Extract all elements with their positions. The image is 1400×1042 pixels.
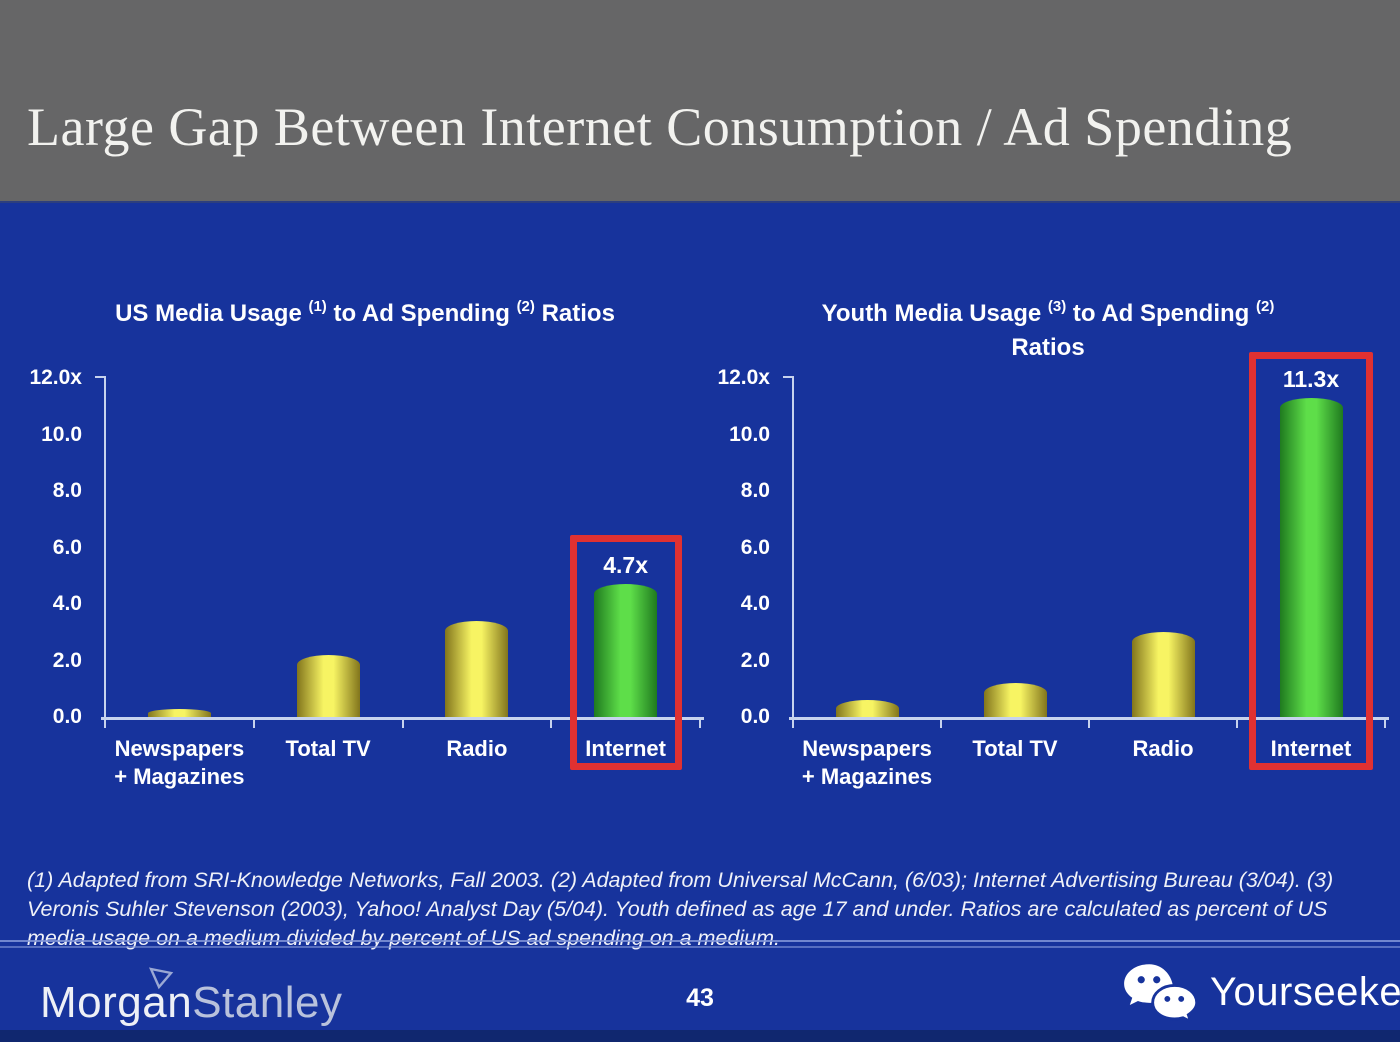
bar-newspapers-magazines bbox=[147, 708, 211, 717]
x-axis-tick bbox=[699, 720, 701, 728]
category-label-line: Newspapers bbox=[802, 736, 932, 761]
y-axis-label: 6.0 bbox=[52, 535, 82, 559]
bar-radio bbox=[1131, 632, 1195, 717]
title-superscript: (2) bbox=[1256, 298, 1275, 315]
y-axis-label: 12.0x bbox=[29, 366, 82, 389]
page-number: 43 bbox=[686, 984, 714, 1012]
bottom-strip bbox=[0, 1030, 1400, 1042]
y-axis-label: 2.0 bbox=[740, 648, 770, 672]
category-label-line: Radio bbox=[1132, 736, 1194, 761]
category-label-newspapers-magazines: Newspapers + Magazines bbox=[777, 735, 957, 791]
category-label-line: Total TV bbox=[972, 736, 1058, 761]
brand-badge: Yourseeker bbox=[1118, 960, 1400, 1024]
y-axis-label: 4.0 bbox=[740, 592, 770, 615]
bar-internet bbox=[1279, 397, 1343, 717]
category-label-line: Radio bbox=[446, 736, 508, 761]
footer-separator-bottom bbox=[0, 946, 1400, 948]
y-axis-label: 2.0 bbox=[52, 648, 82, 672]
y-axis-label: 10.0 bbox=[41, 422, 82, 446]
x-axis-tick bbox=[940, 720, 942, 728]
bar-radio bbox=[445, 620, 509, 717]
x-axis-line bbox=[789, 717, 1389, 720]
y-axis-label: 4.0 bbox=[52, 592, 82, 615]
y-axis-label: 10.0 bbox=[729, 422, 770, 446]
value-label: 4.7x bbox=[603, 552, 648, 579]
title-text: to Ad Spending bbox=[326, 300, 517, 327]
category-label-internet: Internet bbox=[1221, 735, 1400, 763]
x-axis-tick bbox=[550, 720, 553, 728]
x-axis-tick bbox=[1088, 720, 1090, 728]
category-label-newspapers-magazines: Newspapers + Magazines bbox=[89, 735, 269, 791]
title-text: to Ad Spending bbox=[1066, 300, 1256, 327]
bar-total-tv bbox=[983, 683, 1047, 717]
y-axis-label: 8.0 bbox=[740, 479, 770, 502]
category-label-line: + Magazines bbox=[801, 764, 933, 789]
category-label-radio: Radio bbox=[1073, 735, 1253, 763]
title-superscript: (2) bbox=[516, 298, 535, 315]
x-axis-tick bbox=[104, 720, 106, 728]
footer-separator-top bbox=[0, 940, 1400, 942]
category-label-total-tv: Total TV bbox=[238, 735, 418, 763]
title-text: Youth Media Usage bbox=[821, 300, 1048, 327]
title-superscript: (1) bbox=[308, 298, 327, 315]
x-axis-tick bbox=[1236, 720, 1238, 728]
logo-stanley-text: Stanley bbox=[192, 978, 343, 1027]
brand-name: Yourseeker bbox=[1210, 969, 1400, 1014]
x-axis-tick bbox=[792, 720, 794, 728]
highlight-box-internet bbox=[1249, 351, 1373, 770]
category-label-line: Newspapers bbox=[114, 736, 245, 761]
y-axis-label: 12.0x bbox=[717, 366, 770, 389]
category-label-line: Total TV bbox=[285, 736, 371, 761]
chart-title-line2: Ratios bbox=[1011, 334, 1085, 361]
footnote-text: (1) Adapted from SRI-Knowledge Networks,… bbox=[27, 868, 1334, 950]
y-axis-line bbox=[104, 376, 106, 717]
x-axis-tick bbox=[401, 720, 404, 728]
wechat-icon bbox=[1124, 964, 1199, 1023]
x-axis-tick bbox=[1384, 720, 1386, 728]
bar-total-tv bbox=[296, 654, 360, 717]
y-axis-line bbox=[792, 376, 794, 717]
y-axis-top-tick bbox=[95, 376, 104, 378]
y-axis-label: 8.0 bbox=[52, 479, 82, 502]
slide-header: Large Gap Between Internet Consumption /… bbox=[0, 0, 1400, 203]
category-label-internet: Internet bbox=[536, 735, 716, 763]
page-title: Large Gap Between Internet Consumption /… bbox=[27, 97, 1293, 157]
y-axis-label: 6.0 bbox=[740, 535, 770, 559]
title-text: Ratios bbox=[534, 300, 615, 327]
x-axis-line bbox=[101, 717, 704, 720]
category-label-radio: Radio bbox=[387, 735, 567, 763]
x-axis-tick bbox=[252, 720, 255, 728]
category-label-line: Internet bbox=[585, 736, 666, 761]
y-axis-label: 0.0 bbox=[740, 705, 770, 728]
bar-internet bbox=[594, 584, 658, 717]
chart-title: Youth Media Usage (3) to Ad Spending (2)… bbox=[748, 290, 1348, 365]
y-axis-label: 0.0 bbox=[52, 705, 82, 728]
flag-icon bbox=[148, 967, 174, 990]
category-label-line: + Magazines bbox=[114, 764, 245, 789]
y-axis-top-tick bbox=[783, 376, 792, 378]
title-superscript: (3) bbox=[1047, 298, 1067, 315]
logo-morgan-text: Morgan bbox=[40, 978, 193, 1027]
morgan-stanley-logo: MorganStanley bbox=[40, 967, 343, 1030]
category-label-total-tv: Total TV bbox=[925, 735, 1105, 763]
title-text: US Media Usage bbox=[115, 300, 309, 327]
highlight-box-internet bbox=[569, 535, 682, 770]
chart-title: US Media Usage (1) to Ad Spending (2) Ra… bbox=[55, 290, 675, 331]
bar-newspapers-magazines bbox=[835, 700, 899, 717]
category-label-line: Internet bbox=[1270, 736, 1352, 761]
value-label: 11.3x bbox=[1282, 365, 1340, 392]
